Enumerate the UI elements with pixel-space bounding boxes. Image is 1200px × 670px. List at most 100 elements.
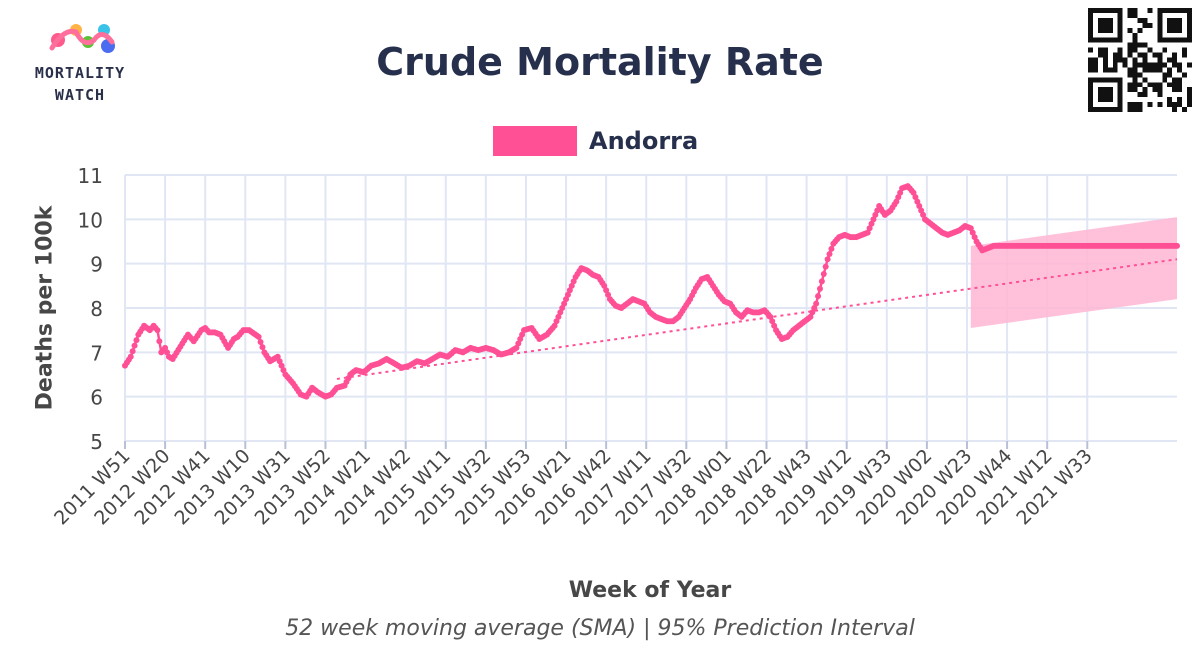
y-tick-labels: 5 6 7 8 9 10 11 <box>78 164 103 454</box>
x-axis-title: Week of Year <box>568 578 732 603</box>
qr-module <box>1137 92 1143 98</box>
data-point <box>1174 242 1180 249</box>
qr-module <box>1162 47 1168 53</box>
qr-module <box>1127 42 1133 48</box>
qr-module <box>1162 77 1168 83</box>
qr-module <box>1142 52 1148 58</box>
qr-module <box>1162 72 1168 78</box>
qr-module <box>1182 72 1188 78</box>
qr-module <box>1172 107 1178 112</box>
qr-module <box>1127 67 1133 73</box>
qr-module <box>1137 52 1143 58</box>
chart-title: Crude Mortality Rate <box>376 40 824 84</box>
qr-module <box>1177 77 1183 83</box>
qr-module <box>1132 57 1138 63</box>
qr-module <box>1177 62 1183 68</box>
data-point <box>822 263 829 270</box>
qr-module <box>1117 57 1123 63</box>
data-point <box>815 293 822 300</box>
legend-label-andorra: Andorra <box>589 127 699 155</box>
qr-module <box>1152 67 1158 73</box>
qr-module <box>1092 67 1098 73</box>
qr-module <box>1137 42 1143 48</box>
data-point <box>826 251 833 258</box>
qr-module <box>1187 92 1192 98</box>
qr-module <box>1132 8 1138 13</box>
qr-module <box>1117 47 1123 53</box>
qr-module <box>1092 62 1098 68</box>
qr-module <box>1172 77 1178 83</box>
qr-module <box>1132 42 1138 48</box>
chart-subtitle: 52 week moving average (SMA) | 95% Predi… <box>285 616 915 641</box>
qr-module <box>1172 62 1178 68</box>
qr-module <box>1127 12 1133 18</box>
qr-module <box>1177 97 1183 103</box>
prediction-interval-band <box>970 217 1177 328</box>
qr-module <box>1157 82 1163 88</box>
qr-module <box>1107 67 1113 73</box>
qr-module <box>1127 47 1133 53</box>
qr-module <box>1172 57 1178 63</box>
qr-module <box>1132 72 1138 78</box>
qr-module <box>1147 67 1153 73</box>
qr-module <box>1127 72 1133 78</box>
qr-module <box>1157 102 1163 108</box>
qr-module <box>1167 67 1173 73</box>
logo-text-line1: MORTALITY <box>34 64 126 82</box>
qr-module <box>1142 62 1148 68</box>
qr-module <box>1157 92 1163 98</box>
qr-module <box>1167 72 1173 78</box>
qr-module <box>1127 87 1133 93</box>
qr-module <box>1147 22 1153 28</box>
qr-module <box>1157 57 1163 63</box>
qr-module <box>1142 87 1148 93</box>
qr-module <box>1088 57 1093 63</box>
qr-module <box>1147 47 1153 53</box>
mortality-watch-logo <box>49 24 115 53</box>
qr-module <box>1132 107 1138 112</box>
legend-swatch-andorra <box>493 126 577 156</box>
qr-module <box>1152 52 1158 58</box>
qr-module <box>1172 87 1178 93</box>
qr-module <box>1182 107 1188 112</box>
qr-module <box>1102 67 1108 73</box>
series-andorra <box>122 183 1180 400</box>
y-tick-10: 10 <box>78 208 103 232</box>
qr-module <box>1132 37 1138 43</box>
qr-module <box>1137 107 1143 112</box>
qr-module <box>1117 52 1123 58</box>
y-tick-9: 9 <box>90 253 103 277</box>
prediction-interval-area <box>970 217 1177 328</box>
qr-module <box>1142 67 1148 73</box>
grid-lines <box>124 174 1177 449</box>
qr-module <box>1097 47 1103 53</box>
qr-module <box>1177 87 1183 93</box>
qr-module <box>1132 62 1138 68</box>
y-axis-title: Deaths per 100k <box>32 205 58 411</box>
qr-module <box>1157 52 1163 58</box>
data-point <box>156 338 163 345</box>
qr-module <box>1147 82 1153 88</box>
qr-finder-core <box>1097 17 1113 33</box>
qr-module <box>1137 82 1143 88</box>
qr-module <box>1142 77 1148 83</box>
qr-module <box>1127 107 1133 112</box>
qr-module <box>1167 82 1173 88</box>
qr-module <box>1102 47 1108 53</box>
qr-module <box>1132 67 1138 73</box>
qr-module <box>1147 102 1153 108</box>
qr-module <box>1162 62 1168 68</box>
qr-module <box>1127 52 1133 58</box>
qr-module <box>1127 8 1133 13</box>
qr-finder-core <box>1167 17 1183 33</box>
qr-module <box>1122 62 1128 68</box>
trend-line <box>336 258 1178 380</box>
qr-module <box>1112 67 1118 73</box>
qr-module <box>1137 27 1143 33</box>
qr-module <box>1137 102 1143 108</box>
y-tick-8: 8 <box>90 297 103 321</box>
legend[interactable]: Andorra <box>493 124 698 158</box>
qr-module <box>1142 17 1148 23</box>
